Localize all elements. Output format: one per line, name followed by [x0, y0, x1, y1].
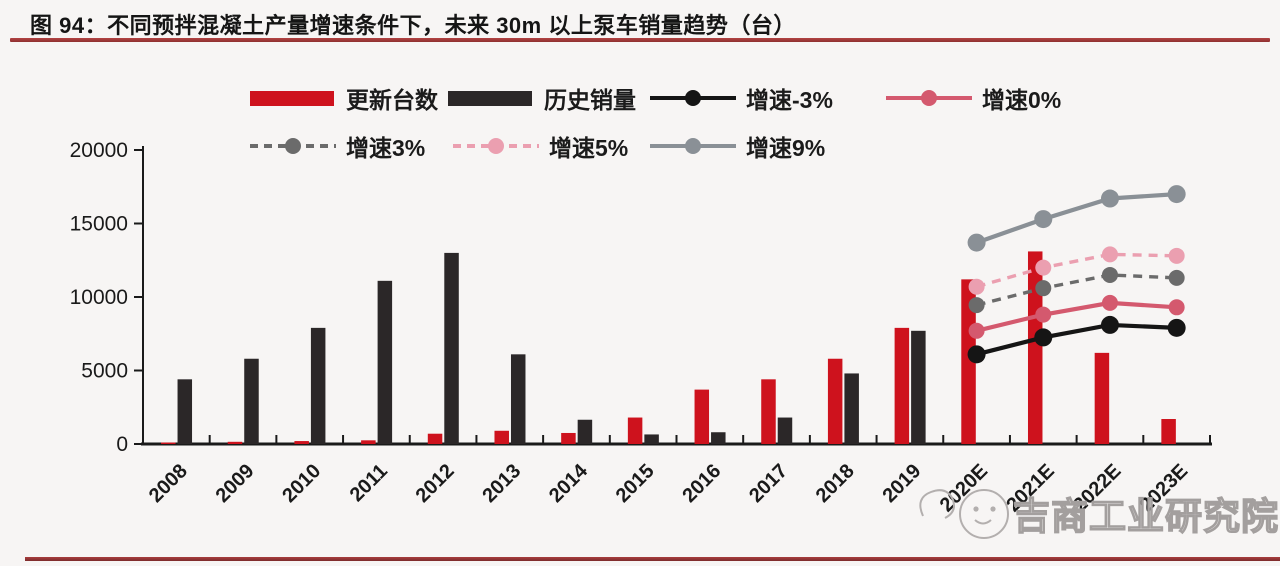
legend-label: 增速9% — [746, 135, 826, 161]
bar-历史销量-2009 — [244, 358, 259, 444]
marker-增速0% — [1101, 294, 1118, 311]
bar-更新台数-2010 — [294, 441, 309, 444]
legend-line-sample — [250, 138, 336, 154]
x-axis-category-label: 2018 — [812, 460, 859, 507]
x-axis-category-label: 2016 — [678, 460, 725, 507]
marker-增速3% — [1101, 266, 1118, 283]
bar-更新台数-2016 — [694, 389, 710, 444]
x-axis-category-label: 2008 — [145, 460, 192, 507]
y-axis-tick-label: 5000 — [81, 360, 128, 383]
bar-历史销量-2010 — [310, 327, 326, 444]
x-axis-category-label: 2015 — [612, 460, 659, 507]
bar-历史销量-2013 — [510, 354, 526, 444]
bar-更新台数-2017 — [761, 379, 776, 444]
legend-bar-swatch — [448, 91, 532, 106]
line-增速9% — [975, 192, 1177, 245]
bar-更新台数-2023E — [1161, 419, 1176, 444]
watermark-logo-icon — [919, 489, 1009, 539]
line-增速0% — [976, 300, 1177, 333]
legend-label: 更新台数 — [346, 87, 438, 113]
title-underline — [10, 38, 1270, 42]
bar-更新台数-2008 — [161, 442, 176, 444]
marker-增速0% — [1168, 299, 1185, 316]
marker-增速-3% — [1034, 328, 1053, 347]
bar-历史销量-2018 — [844, 373, 859, 444]
marker-增速9% — [1100, 189, 1119, 208]
bar-历史销量-2008 — [177, 379, 193, 444]
y-axis-tick-label: 10000 — [70, 286, 128, 309]
marker-增速3% — [968, 297, 985, 314]
marker-增速5% — [1101, 246, 1118, 263]
marker-增速5% — [1168, 247, 1185, 264]
legend-label: 增速3% — [346, 135, 426, 161]
legend-bar-swatch — [250, 91, 334, 106]
bar-历史销量-2011 — [377, 280, 393, 444]
legend-line-sample — [886, 90, 972, 106]
legend-line-sample — [650, 90, 736, 106]
legend-item-增速0%: 增速0% — [886, 85, 1061, 113]
legend-label: 增速0% — [982, 87, 1062, 113]
bar-历史销量-2016 — [711, 432, 726, 444]
legend-item-更新台数: 更新台数 — [250, 85, 438, 113]
legend-item-增速3%: 增速3% — [250, 133, 425, 161]
x-axis-category-label: 2014 — [545, 459, 593, 507]
marker-增速3% — [1035, 280, 1052, 297]
legend-label: 增速-3% — [746, 87, 833, 113]
legend-line-sample — [453, 138, 539, 154]
legend-item-历史销量: 历史销量 — [448, 85, 636, 113]
bar-历史销量-2012 — [444, 252, 459, 444]
legend-item-增速-3%: 增速-3% — [650, 85, 833, 113]
line-增速-3% — [976, 322, 1177, 357]
watermark: 吉商工业研究院 — [905, 478, 1280, 548]
x-axis-category-label: 2011 — [346, 460, 392, 506]
x-axis-category-label: 2012 — [412, 460, 459, 507]
legend-item-增速5%: 增速5% — [453, 133, 628, 161]
legend-item-增速9%: 增速9% — [650, 133, 825, 161]
line-增速3% — [976, 273, 1177, 307]
bar-更新台数-2015 — [627, 417, 643, 444]
x-axis-category-label: 2010 — [278, 460, 325, 507]
x-axis-category-label: 2009 — [212, 460, 259, 507]
bar-历史销量-2017 — [777, 417, 793, 444]
legend-line-sample — [650, 138, 736, 154]
x-axis-category-label: 2013 — [478, 460, 525, 507]
marker-增速5% — [968, 278, 985, 295]
bar-更新台数-2018 — [827, 358, 843, 444]
legend-label: 增速5% — [549, 135, 629, 161]
marker-增速0% — [1035, 306, 1052, 323]
marker-增速3% — [1168, 269, 1185, 286]
figure-title: 图 94：不同预拌混凝土产量增速条件下，未来 30m 以上泵车销量趋势（台） — [30, 13, 796, 38]
x-axis-category-label: 2017 — [745, 460, 792, 507]
bar-更新台数-2012 — [427, 433, 443, 444]
watermark-text: 吉商工业研究院 — [1012, 495, 1279, 537]
marker-增速9% — [967, 233, 986, 252]
line-增速5% — [976, 252, 1177, 289]
legend-label: 历史销量 — [544, 87, 636, 113]
bar-更新台数-2011 — [361, 440, 376, 444]
bar-更新台数-2013 — [494, 430, 509, 444]
marker-增速0% — [968, 322, 985, 339]
marker-增速9% — [1034, 210, 1053, 229]
bar-更新台数-2014 — [561, 432, 576, 444]
bar-更新台数-2020E — [961, 279, 976, 444]
y-axis-tick-label: 20000 — [70, 139, 128, 162]
bar-历史销量-2019 — [911, 330, 926, 444]
bottom-border-line — [25, 557, 1280, 561]
bar-更新台数-2022E — [1094, 352, 1110, 444]
bar-历史销量-2015 — [644, 434, 659, 444]
marker-增速-3% — [967, 345, 986, 364]
bar-历史销量-2014 — [577, 419, 593, 444]
bar-更新台数-2019 — [894, 327, 910, 444]
bar-更新台数-2009 — [227, 441, 243, 444]
bar-更新台数-2021E — [1027, 251, 1043, 444]
y-axis-tick-label: 0 — [116, 433, 128, 456]
y-axis-tick-label: 15000 — [70, 213, 128, 236]
marker-增速-3% — [1100, 315, 1119, 334]
marker-增速5% — [1035, 259, 1052, 276]
marker-增速9% — [1167, 185, 1186, 204]
marker-增速-3% — [1167, 318, 1186, 337]
